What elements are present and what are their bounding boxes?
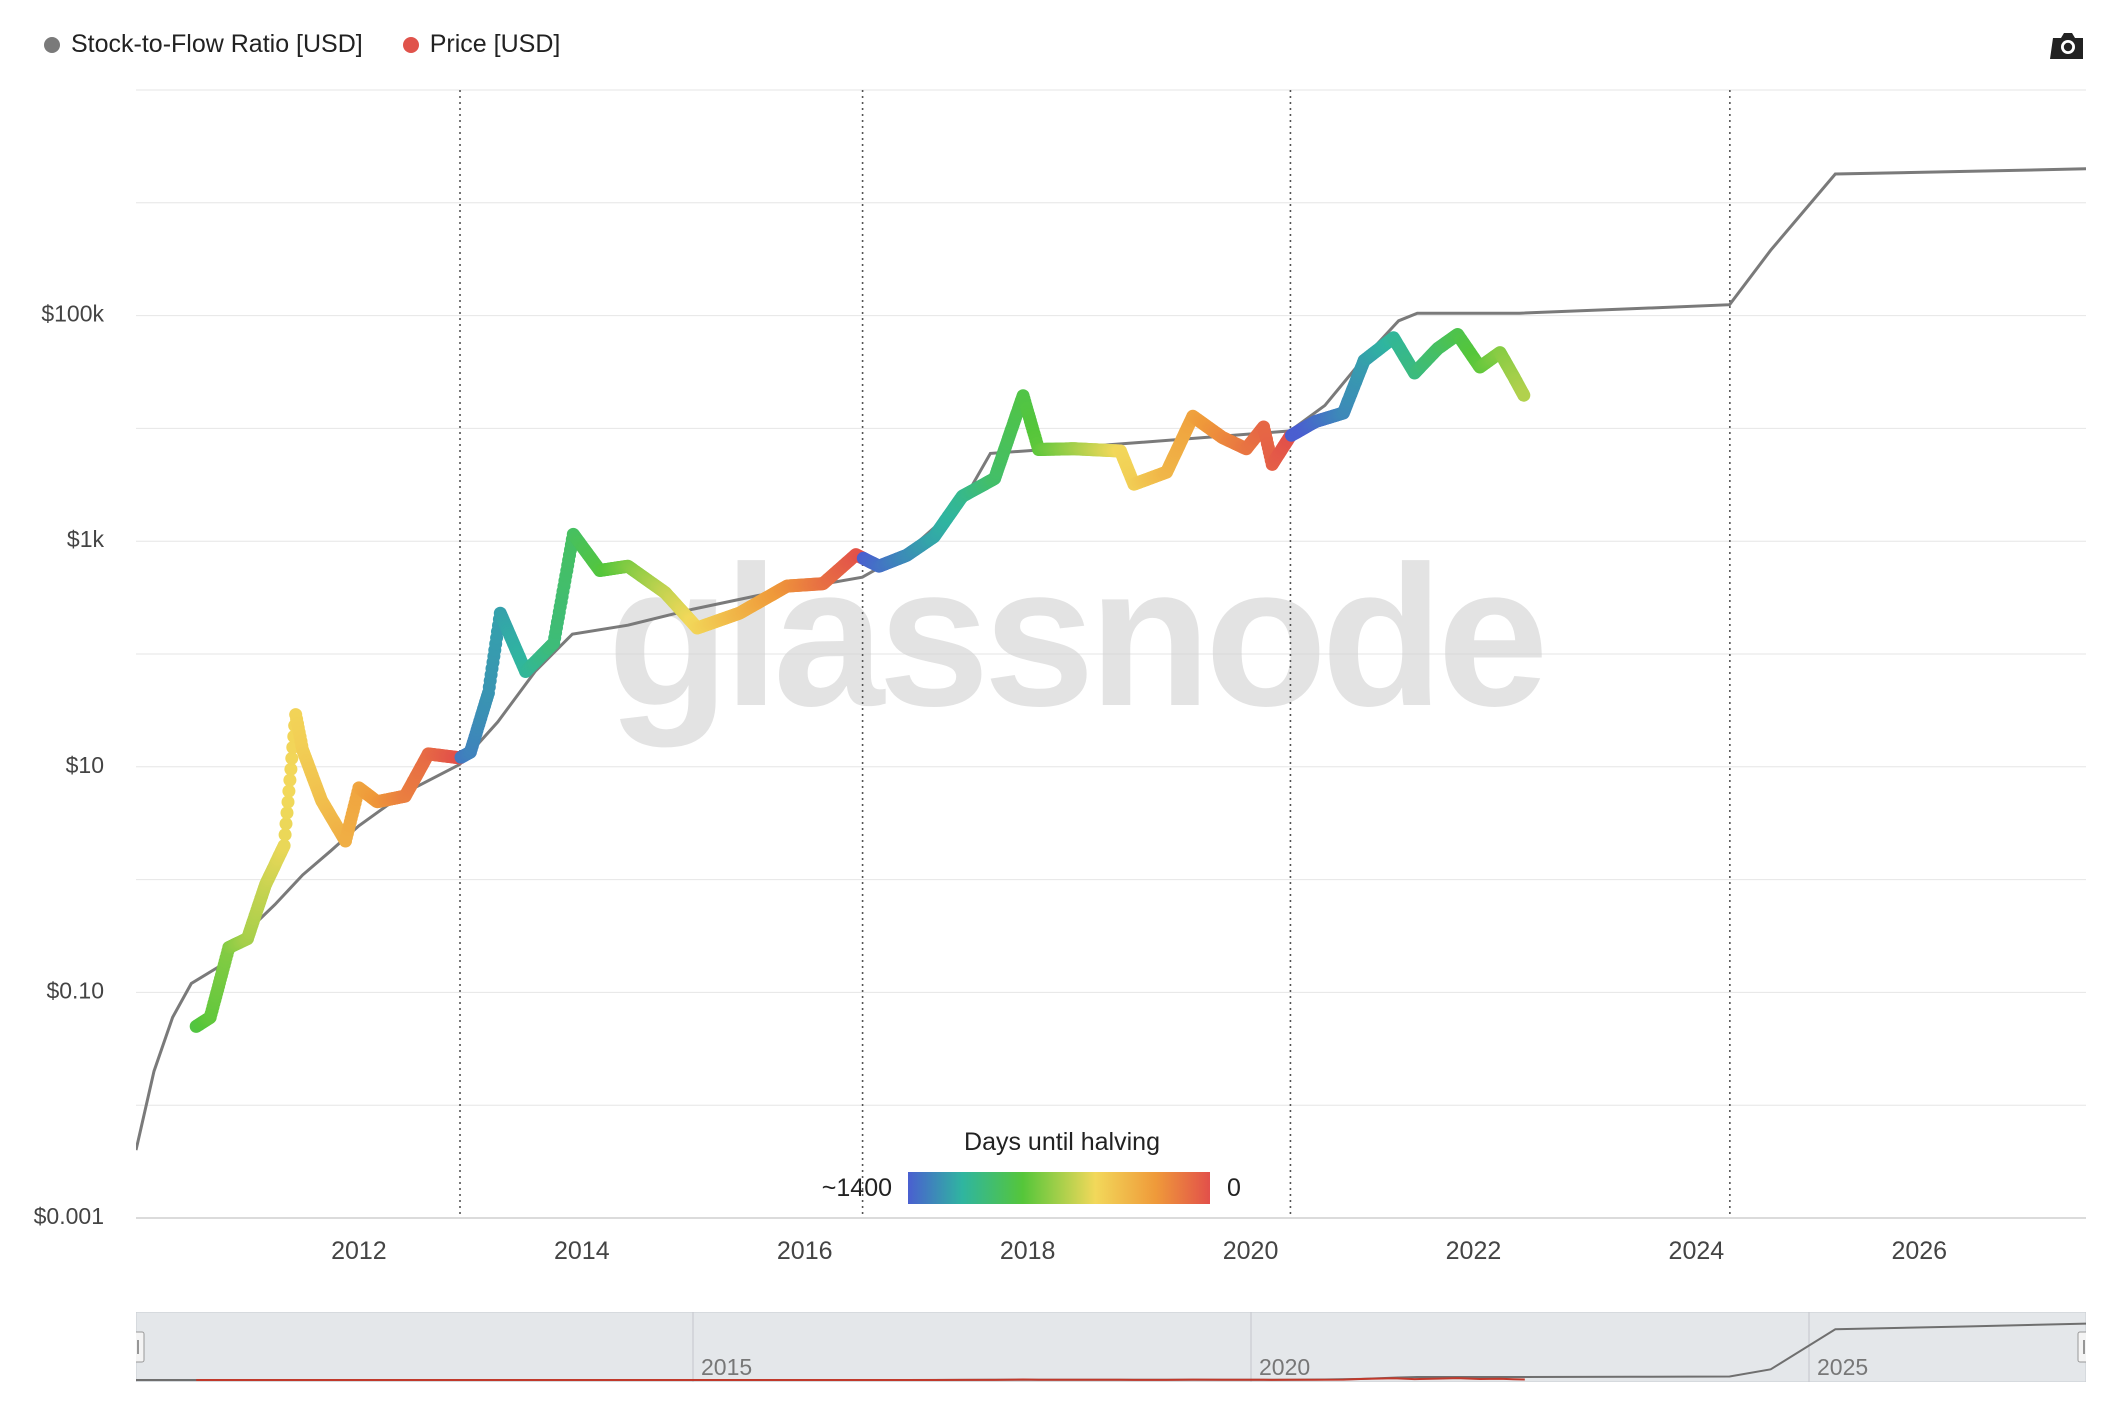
x-tick-label: 2022 (1446, 1237, 1502, 1265)
x-tick-label: 2016 (777, 1237, 833, 1265)
halving-lines (459, 90, 1731, 1218)
price-point (284, 762, 298, 776)
y-axis: $0.001 $0.10 $10 $1k $100k (34, 301, 105, 1229)
price-point (278, 828, 292, 842)
y-tick-label: $0.001 (34, 1203, 104, 1229)
y-tick-label: $10 (66, 752, 104, 778)
series-price-points[interactable] (189, 328, 1531, 1033)
price-point (283, 773, 297, 787)
colorbar-right-label: 0 (1227, 1174, 1241, 1202)
watermark: glassnode (607, 525, 1542, 748)
colorbar-gradient (908, 1172, 1210, 1204)
x-tick-label: 2014 (554, 1237, 610, 1265)
y-tick-label: $0.10 (46, 977, 104, 1003)
navigator-price-line (196, 1377, 1525, 1381)
x-axis: 2012 2014 2016 2018 2020 2022 2024 2026 (331, 1237, 1947, 1265)
price-point (280, 806, 294, 820)
colorbar-title: Days until halving (964, 1128, 1160, 1156)
legend-label: Price [USD] (429, 30, 561, 58)
price-point (281, 795, 295, 809)
drag-handle-icon[interactable] (136, 1331, 145, 1363)
navigator-selection[interactable] (136, 1312, 2086, 1382)
y-tick-label: $100k (41, 301, 104, 327)
legend-label: Stock-to-Flow Ratio [USD] (71, 30, 363, 58)
gridlines (136, 89, 2086, 1219)
navigator-label: 2015 (701, 1354, 752, 1380)
legend-item-stock-to-flow[interactable]: Stock-to-Flow Ratio [USD] (44, 30, 363, 59)
colorbar-left-label: ~1400 (821, 1174, 892, 1202)
legend-item-price[interactable]: Price [USD] (402, 30, 561, 59)
x-tick-label: 2026 (1891, 1237, 1947, 1265)
price-point (1517, 388, 1531, 402)
legend-dot-icon (402, 36, 419, 53)
navigator-label: 2020 (1259, 1354, 1310, 1380)
price-point (282, 784, 296, 798)
camera-icon[interactable] (2050, 28, 2086, 64)
navigator-label: 2025 (1817, 1354, 1868, 1380)
legend: Stock-to-Flow Ratio [USD] Price [USD] (44, 30, 560, 59)
x-tick-label: 2012 (331, 1237, 387, 1265)
price-point (277, 839, 291, 853)
price-point (279, 817, 293, 831)
x-tick-label: 2024 (1669, 1237, 1725, 1265)
x-tick-label: 2018 (1000, 1237, 1056, 1265)
x-tick-label: 2020 (1223, 1237, 1279, 1265)
y-tick-label: $1k (67, 526, 105, 552)
legend-dot-icon (44, 36, 60, 53)
price-point (285, 751, 299, 765)
drag-handle-icon[interactable] (2077, 1331, 2086, 1363)
range-navigator[interactable]: 2015 2020 2025 (136, 1312, 2086, 1382)
